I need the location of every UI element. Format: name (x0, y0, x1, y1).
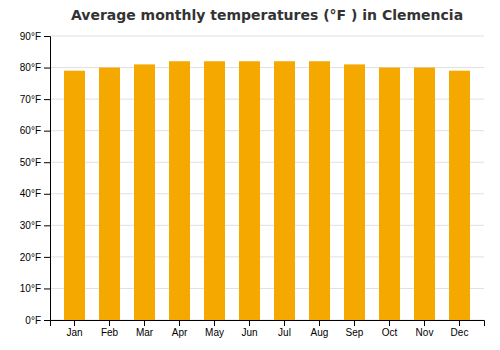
x-tick: May (205, 320, 224, 338)
bar (379, 68, 400, 320)
bar (169, 61, 190, 320)
x-tick-label: Feb (101, 327, 119, 338)
x-tick-mark (319, 320, 320, 326)
x-tick: Jan (66, 320, 82, 338)
x-tick-mark (144, 320, 145, 326)
y-tick-mark (44, 225, 50, 226)
y-tick-label: 60°F (20, 125, 41, 136)
bar (344, 64, 365, 320)
x-tick-label: Jul (278, 327, 291, 338)
x-tick-mark (424, 320, 425, 326)
y-tick: 40°F (20, 188, 50, 199)
x-tick-label: May (205, 327, 224, 338)
x-tick-mark (389, 320, 390, 326)
plot: Jan Feb Mar Apr May Jun Jul Aug Sep Oct Nov Dec 0°F 1… (20, 31, 485, 338)
y-tick: 30°F (20, 220, 50, 231)
grid (50, 36, 484, 320)
y-tick-label: 30°F (20, 220, 41, 231)
x-tick-label: Jun (241, 327, 257, 338)
x-tick: Nov (416, 320, 434, 338)
y-tick: 10°F (20, 283, 50, 294)
x-tick: Dec (451, 320, 469, 338)
x-tick-label: Sep (346, 327, 364, 338)
x-tick-mark (179, 320, 180, 326)
y-tick: 0°F (25, 315, 50, 326)
bar (274, 61, 295, 320)
y-axis: 0°F 10°F 20°F 30°F 40°F 50°F 60°F 70°F 80°F 90°F (20, 31, 51, 326)
y-tick: 60°F (20, 125, 50, 136)
x-tick: Jun (241, 320, 257, 338)
x-tick-label: Oct (382, 327, 398, 338)
y-tick-label: 50°F (20, 157, 41, 168)
grid-line (50, 36, 484, 37)
x-tick-label: Dec (451, 327, 469, 338)
y-tick: 80°F (20, 62, 50, 73)
x-tick: Oct (382, 320, 398, 338)
y-tick-label: 20°F (20, 252, 41, 263)
bars (64, 61, 470, 320)
x-tick: Aug (311, 320, 329, 338)
x-tick-mark (284, 320, 285, 326)
x-tick: Apr (172, 320, 188, 338)
x-tick-mark (109, 320, 110, 326)
y-tick-label: 70°F (20, 94, 41, 105)
x-tick-mark (214, 320, 215, 326)
x-axis-line (51, 321, 485, 327)
x-tick-mark (459, 320, 460, 326)
y-tick-mark (44, 68, 50, 69)
y-tick-mark (44, 162, 50, 163)
y-tick-mark (44, 320, 50, 321)
y-tick: 50°F (20, 157, 50, 168)
x-tick: Jul (278, 320, 291, 338)
bar (64, 71, 85, 320)
y-tick-label: 80°F (20, 62, 41, 73)
bar (309, 61, 330, 320)
title: Average monthly temperatures (°F ) in Cl… (71, 7, 463, 23)
bar (449, 71, 470, 320)
y-tick-label: 40°F (20, 188, 41, 199)
x-tick: Mar (136, 320, 154, 338)
x-tick-mark (74, 320, 75, 326)
y-tick-mark (44, 99, 50, 100)
y-tick: 90°F (20, 31, 50, 42)
x-tick: Feb (101, 320, 119, 338)
y-tick: 20°F (20, 252, 50, 263)
x-tick-mark (249, 320, 250, 326)
y-tick-mark (44, 36, 50, 37)
y-tick-mark (44, 288, 50, 289)
x-tick-label: Jan (66, 327, 82, 338)
y-tick-mark (44, 194, 50, 195)
y-tick-mark (44, 131, 50, 132)
y-tick-label: 90°F (20, 31, 41, 42)
x-axis: Jan Feb Mar Apr May Jun Jul Aug Sep Oct Nov Dec (51, 320, 485, 338)
y-tick-label: 0°F (25, 315, 41, 326)
bar (99, 68, 120, 320)
chart-container: Jan Feb Mar Apr May Jun Jul Aug Sep Oct Nov Dec 0°F 1… (0, 0, 500, 350)
bar (414, 68, 435, 320)
chart-svg: Jan Feb Mar Apr May Jun Jul Aug Sep Oct Nov Dec 0°F 1… (0, 0, 500, 350)
bar (134, 64, 155, 320)
x-tick-label: Aug (311, 327, 329, 338)
bar (239, 61, 260, 320)
x-tick-label: Mar (136, 327, 154, 338)
y-tick-label: 10°F (20, 283, 41, 294)
x-tick-mark (354, 320, 355, 326)
y-axis-line (44, 37, 51, 321)
x-tick: Sep (346, 320, 364, 338)
x-tick-label: Nov (416, 327, 434, 338)
x-tick-label: Apr (172, 327, 188, 338)
y-tick: 70°F (20, 94, 50, 105)
y-tick-mark (44, 257, 50, 258)
bar (204, 61, 225, 320)
